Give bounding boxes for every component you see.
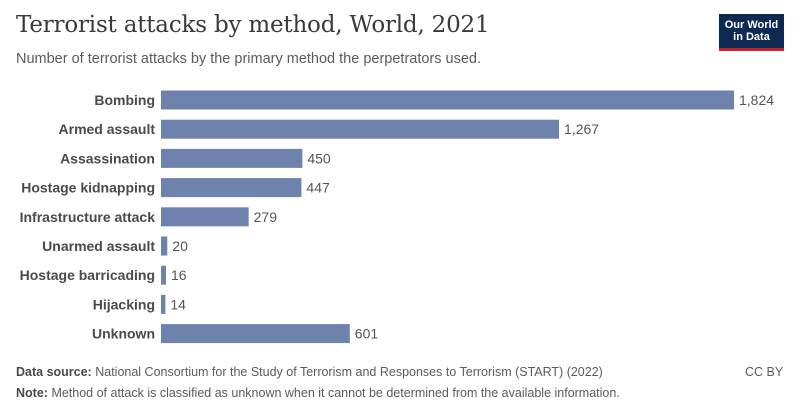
bar-unknown[interactable] <box>161 324 350 344</box>
chart-subtitle: Number of terrorist attacks by the prima… <box>16 51 482 67</box>
category-label-hijacking: Hijacking <box>93 296 155 312</box>
value-label-unarmed-assault: 20 <box>172 238 188 254</box>
bar-hostage-kidnapping[interactable] <box>161 178 302 198</box>
category-label-assassination: Assassination <box>60 150 155 166</box>
bar-infrastructure-attack[interactable] <box>161 207 249 227</box>
bar-hostage-barricading[interactable] <box>161 265 167 285</box>
value-label-infrastructure-attack: 279 <box>254 209 278 225</box>
bar-bombing[interactable] <box>161 90 734 110</box>
logo-line-1: Our World <box>724 19 779 31</box>
value-label-unknown: 601 <box>355 326 379 342</box>
logo-line-2: in Data <box>733 31 770 43</box>
category-label-unarmed-assault: Unarmed assault <box>42 238 155 254</box>
bar-assassination[interactable] <box>161 148 303 168</box>
bar-hijacking[interactable] <box>161 294 166 314</box>
value-label-hostage-kidnapping: 447 <box>306 180 330 196</box>
note-label: Note: <box>16 386 48 400</box>
data-source: Data source: National Consortium for the… <box>16 365 603 379</box>
category-label-armed-assault: Armed assault <box>59 121 156 137</box>
bar-armed-assault[interactable] <box>161 119 560 139</box>
value-label-hostage-barricading: 16 <box>171 267 187 283</box>
value-label-bombing: 1,824 <box>739 92 774 108</box>
chart-note: Note: Method of attack is classified as … <box>16 386 620 400</box>
note-text: Method of attack is classified as unknow… <box>51 386 620 400</box>
data-source-label: Data source: <box>16 365 92 379</box>
category-label-infrastructure-attack: Infrastructure attack <box>20 209 156 225</box>
owid-logo[interactable]: Our World in Data <box>719 14 784 51</box>
value-label-armed-assault: 1,267 <box>564 121 599 137</box>
category-label-bombing: Bombing <box>94 92 155 108</box>
value-label-hijacking: 14 <box>170 296 186 312</box>
value-label-assassination: 450 <box>307 150 331 166</box>
chart-title: Terrorist attacks by method, World, 2021 <box>16 12 490 38</box>
license-link[interactable]: CC BY <box>745 365 784 379</box>
category-label-unknown: Unknown <box>92 326 155 342</box>
category-label-hostage-kidnapping: Hostage kidnapping <box>21 180 155 196</box>
bar-chart: Bombing 1,824 Armed assault 1,267 Assassinat… <box>20 90 774 344</box>
data-source-text[interactable]: National Consortium for the Study of Ter… <box>95 365 603 379</box>
bar-unarmed-assault[interactable] <box>161 236 168 256</box>
category-label-hostage-barricading: Hostage barricading <box>20 267 155 283</box>
